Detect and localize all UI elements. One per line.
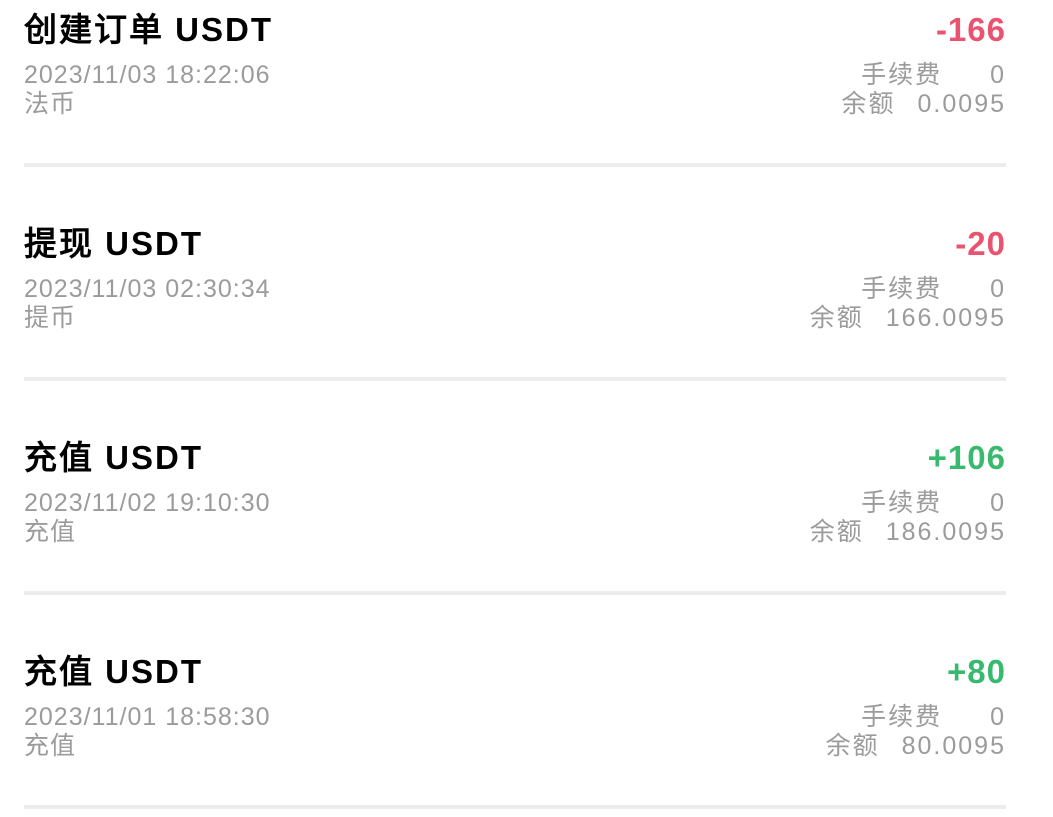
transaction-row-header: 提现 USDT -20 xyxy=(24,222,1006,266)
transaction-meta: 2023/11/03 18:22:06 法币 xyxy=(24,61,271,119)
transaction-row-details: 2023/11/03 18:22:06 法币 手续费 0 余额 0.0095 xyxy=(24,61,1006,119)
balance-label: 余额 xyxy=(825,732,880,760)
transaction-amount: +106 xyxy=(927,439,1006,476)
balance-value: 0.0095 xyxy=(917,90,1006,118)
transaction-title: 创建订单 USDT xyxy=(24,11,273,48)
balance-line: 余额 80.0095 xyxy=(826,732,1006,761)
balance-label: 余额 xyxy=(841,90,896,118)
fee-line: 手续费 0 xyxy=(810,489,1006,518)
transaction-row[interactable]: 充值 USDT +80 2023/11/01 18:58:30 充值 手续费 0… xyxy=(0,642,1053,817)
row-divider xyxy=(24,163,1006,167)
fee-label: 手续费 xyxy=(861,703,943,731)
fee-line: 手续费 0 xyxy=(842,61,1006,90)
transaction-amount: -20 xyxy=(955,225,1006,262)
transaction-title: 充值 USDT xyxy=(24,653,203,690)
balance-line: 余额 186.0095 xyxy=(810,518,1006,547)
balance-label: 余额 xyxy=(809,518,864,546)
transaction-row[interactable]: 创建订单 USDT -166 2023/11/03 18:22:06 法币 手续… xyxy=(0,0,1053,214)
transaction-figures: 手续费 0 余额 0.0095 xyxy=(842,61,1006,119)
transaction-row[interactable]: 提现 USDT -20 2023/11/03 02:30:34 提币 手续费 0… xyxy=(0,214,1053,428)
balance-value: 186.0095 xyxy=(885,518,1006,546)
transaction-meta: 2023/11/01 18:58:30 充值 xyxy=(24,703,271,761)
transaction-type: 法币 xyxy=(24,90,77,118)
transaction-row-header: 充值 USDT +106 xyxy=(24,436,1006,480)
transaction-row-details: 2023/11/03 02:30:34 提币 手续费 0 余额 166.0095 xyxy=(24,275,1006,333)
fee-label: 手续费 xyxy=(861,61,943,89)
transaction-figures: 手续费 0 余额 186.0095 xyxy=(810,489,1006,547)
fee-value: 0 xyxy=(990,61,1006,89)
transaction-amount: -166 xyxy=(935,11,1006,48)
transaction-type: 提币 xyxy=(24,304,77,332)
fee-value: 0 xyxy=(990,275,1006,303)
transaction-datetime: 2023/11/01 18:58:30 xyxy=(24,703,271,731)
transaction-figures: 手续费 0 余额 166.0095 xyxy=(810,275,1006,333)
transaction-type: 充值 xyxy=(24,518,77,546)
row-divider xyxy=(24,377,1006,381)
transaction-datetime: 2023/11/02 19:10:30 xyxy=(24,489,271,517)
transaction-datetime: 2023/11/03 02:30:34 xyxy=(24,275,271,303)
fee-line: 手续费 0 xyxy=(826,703,1006,732)
row-divider xyxy=(24,591,1006,595)
balance-value: 80.0095 xyxy=(901,732,1006,760)
transaction-type: 充值 xyxy=(24,732,77,760)
balance-value: 166.0095 xyxy=(885,304,1006,332)
transaction-amount: +80 xyxy=(947,653,1006,690)
transaction-title: 提现 USDT xyxy=(24,225,203,262)
fee-value: 0 xyxy=(990,703,1006,731)
transaction-figures: 手续费 0 余额 80.0095 xyxy=(826,703,1006,761)
fee-line: 手续费 0 xyxy=(810,275,1006,304)
transaction-row-header: 充值 USDT +80 xyxy=(24,650,1006,694)
row-divider xyxy=(24,805,1006,809)
balance-label: 余额 xyxy=(809,304,864,332)
transaction-row-details: 2023/11/01 18:58:30 充值 手续费 0 余额 80.0095 xyxy=(24,703,1006,761)
fee-value: 0 xyxy=(990,489,1006,517)
transaction-row[interactable]: 充值 USDT +106 2023/11/02 19:10:30 充值 手续费 … xyxy=(0,428,1053,642)
transaction-datetime: 2023/11/03 18:22:06 xyxy=(24,61,271,89)
transaction-title: 充值 USDT xyxy=(24,439,203,476)
balance-line: 余额 166.0095 xyxy=(810,304,1006,333)
fee-label: 手续费 xyxy=(861,489,943,517)
transaction-row-header: 创建订单 USDT -166 xyxy=(24,8,1006,52)
transaction-row-details: 2023/11/02 19:10:30 充值 手续费 0 余额 186.0095 xyxy=(24,489,1006,547)
transaction-meta: 2023/11/03 02:30:34 提币 xyxy=(24,275,271,333)
transaction-meta: 2023/11/02 19:10:30 充值 xyxy=(24,489,271,547)
balance-line: 余额 0.0095 xyxy=(842,90,1006,119)
fee-label: 手续费 xyxy=(861,275,943,303)
